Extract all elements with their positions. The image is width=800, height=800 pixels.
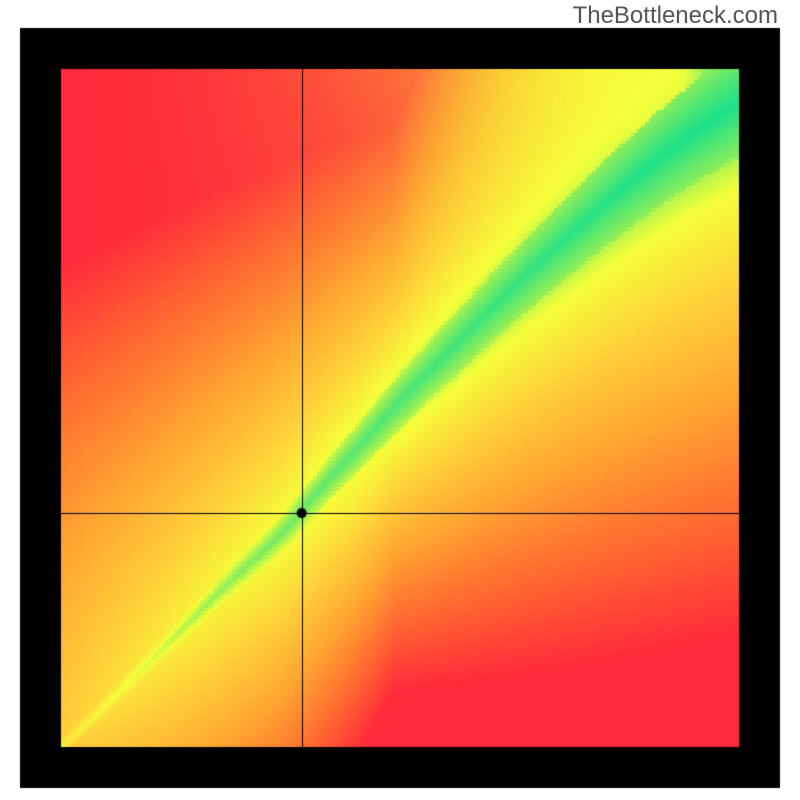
watermark-text: TheBottleneck.com <box>573 2 778 30</box>
bottleneck-heatmap <box>0 0 800 800</box>
chart-container: TheBottleneck.com <box>0 0 800 800</box>
